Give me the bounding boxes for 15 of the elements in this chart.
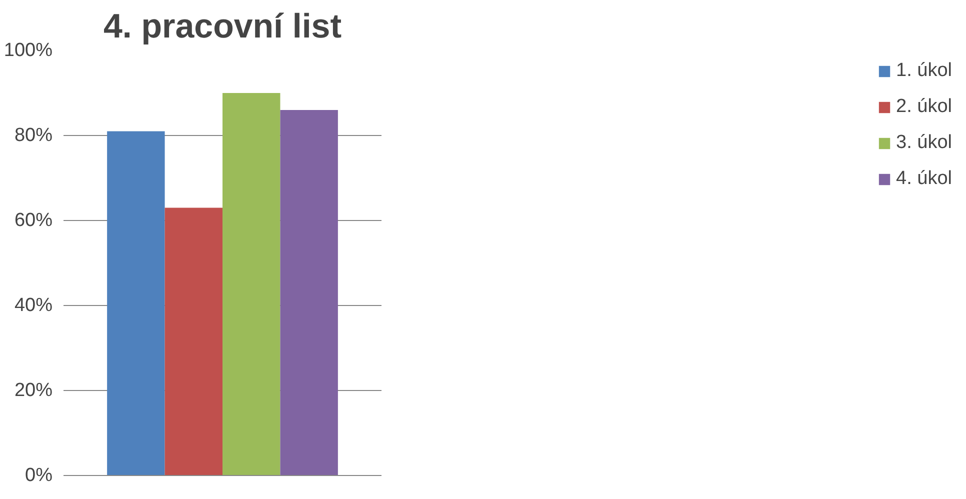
bar	[280, 110, 338, 476]
bar	[222, 93, 280, 476]
bar	[107, 131, 165, 476]
y-tick-label: 60%	[14, 210, 53, 231]
legend-label: 2. úkol	[896, 96, 952, 118]
legend-label: 3. úkol	[896, 132, 952, 154]
y-tick-label: 40%	[14, 295, 53, 316]
bar	[164, 208, 222, 476]
legend-label: 4. úkol	[896, 168, 952, 190]
y-tick-label: 0%	[25, 465, 53, 486]
y-tick-label: 100%	[4, 40, 53, 61]
y-tick-label: 80%	[14, 125, 53, 146]
legend-label: 1. úkol	[896, 60, 952, 82]
chart-title: 4. pracovní list	[103, 8, 342, 46]
y-tick-label: 20%	[14, 380, 53, 401]
